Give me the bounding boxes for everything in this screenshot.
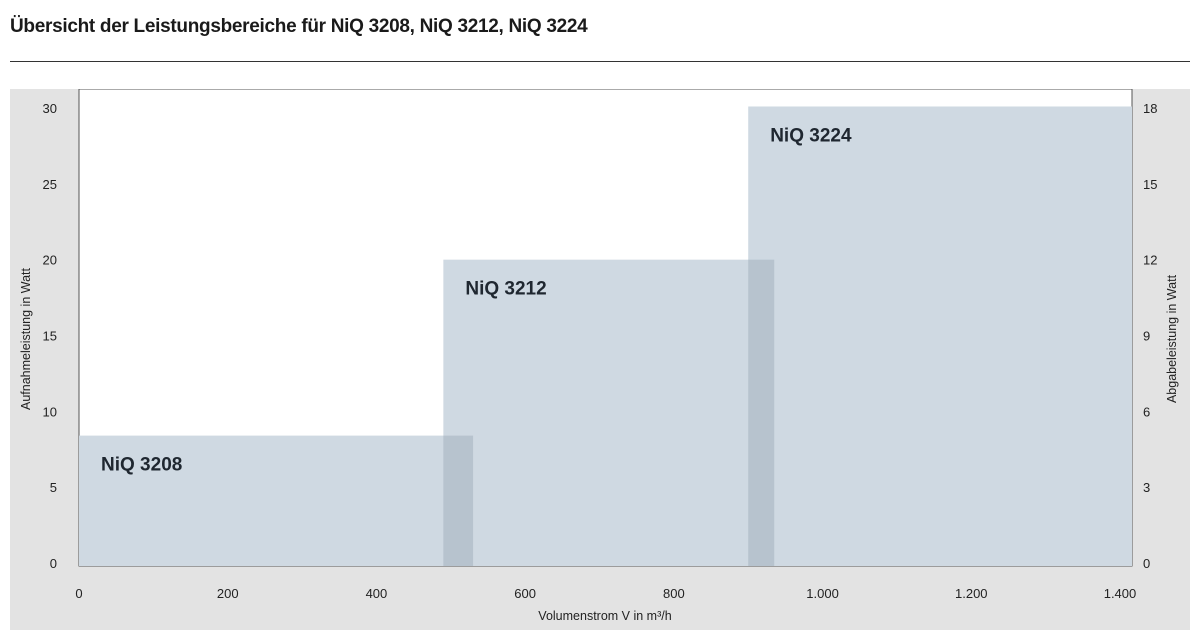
y-left-tick-label: 15: [43, 329, 57, 344]
x-tick-label: 600: [514, 586, 536, 601]
series-label-1: NiQ 3208: [101, 455, 182, 476]
series-band-3: [748, 106, 1132, 566]
series-overlap-2: [748, 259, 775, 566]
x-axis-title: Volumenstrom V in m³/h: [538, 609, 671, 623]
y-right-tick-label: 3: [1143, 480, 1150, 495]
y-right-tick-label: 9: [1143, 329, 1150, 344]
y-left-tick-label: 5: [50, 480, 57, 495]
series-labels: NiQ 3208 NiQ 3212 NiQ 3224: [101, 125, 852, 475]
title-divider: [10, 61, 1190, 62]
y-right-tick-label: 15: [1143, 177, 1157, 192]
x-tick-label: 0: [75, 586, 82, 601]
y-right-axis-ticks: 0 3 6 9 12 15 18: [1143, 101, 1157, 571]
series-overlap-1: [443, 435, 474, 566]
y-left-tick-label: 25: [43, 177, 57, 192]
x-tick-label: 400: [366, 586, 388, 601]
y-right-tick-label: 0: [1143, 556, 1150, 571]
y-right-tick-label: 12: [1143, 253, 1157, 268]
page-title: Übersicht der Leistungsbereiche für NiQ …: [10, 16, 588, 37]
x-tick-label: 200: [217, 586, 239, 601]
series-band-1: [79, 435, 474, 566]
y-right-tick-label: 6: [1143, 404, 1150, 419]
series-bands: [79, 106, 1132, 566]
y-left-tick-label: 20: [43, 253, 57, 268]
x-tick-label: 1.200: [955, 586, 988, 601]
series-label-2: NiQ 3212: [465, 279, 546, 300]
y-left-axis-ticks: 0 5 10 15 20 25 30: [43, 101, 57, 571]
y-left-tick-label: 10: [43, 404, 57, 419]
y-right-axis-title: Abgabeleistung in Watt: [1165, 274, 1179, 403]
series-label-3: NiQ 3224: [770, 125, 852, 146]
x-tick-label: 1.400: [1104, 586, 1137, 601]
y-left-axis-title: Aufnahmeleistung in Watt: [19, 267, 33, 410]
x-tick-label: 1.000: [806, 586, 839, 601]
x-axis-ticks: 0 200 400 600 800 1.000 1.200 1.400: [75, 586, 1136, 601]
series-band-2: [443, 259, 775, 566]
y-left-tick-label: 30: [43, 101, 57, 116]
x-tick-label: 800: [663, 586, 685, 601]
y-right-tick-label: 18: [1143, 101, 1157, 116]
y-left-tick-label: 0: [50, 556, 57, 571]
